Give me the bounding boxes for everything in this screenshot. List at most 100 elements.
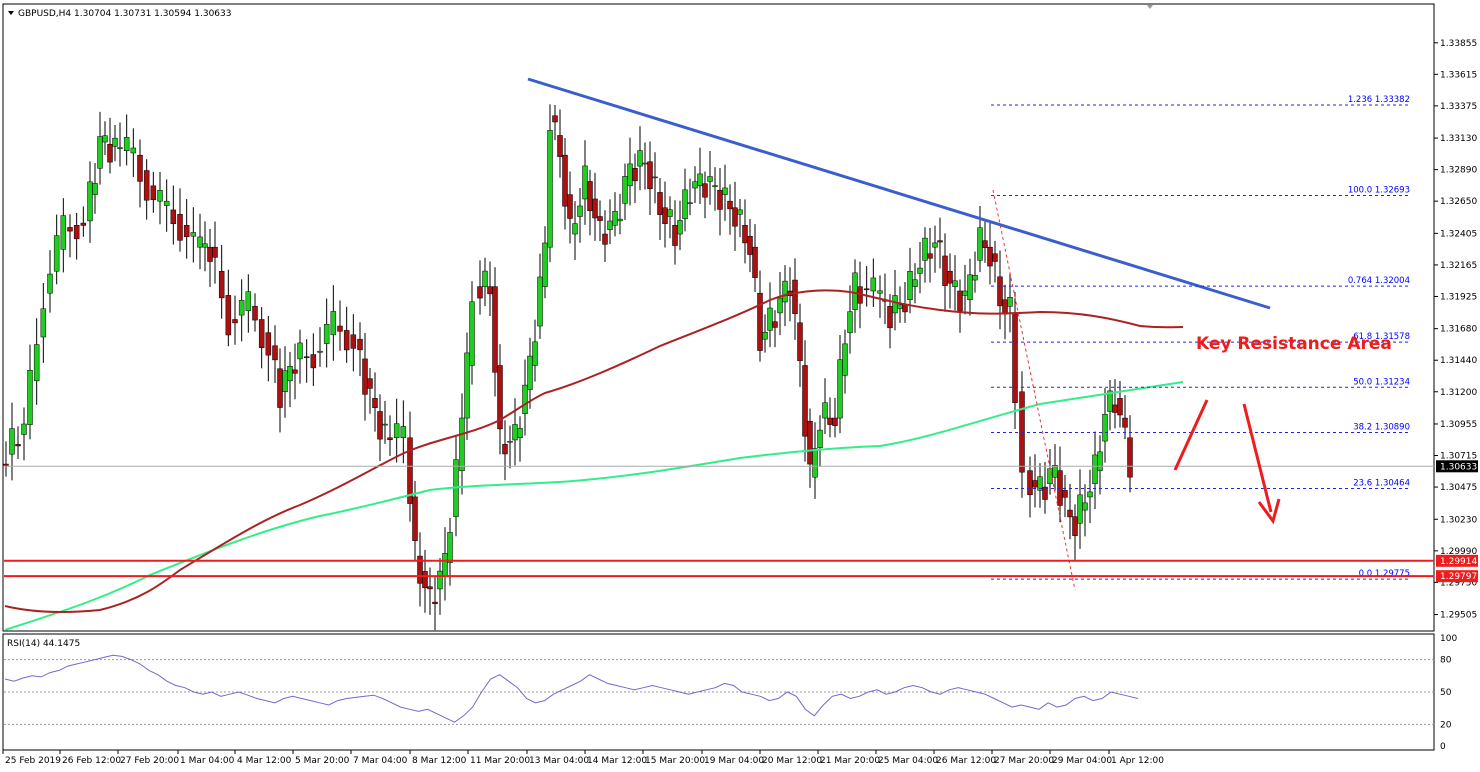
candle-body [532,341,538,366]
time-tick-label: 8 Mar 12:00 [412,756,467,766]
candle-body [697,173,703,187]
candle-body [150,185,157,201]
candle-body [47,273,53,294]
time-tick-label: 25 Feb 2019 [5,756,61,766]
time-tick-label: 1 Apr 12:00 [1111,756,1164,766]
candle-body [310,354,317,369]
price-tick-label: 1.29505 [1440,611,1477,621]
time-tick-label: 11 Mar 20:00 [470,756,530,766]
candle-body [442,553,448,577]
candle-body [137,154,143,182]
candle-body [802,365,808,437]
candle-body [143,170,150,201]
candle-body [962,290,968,296]
candle-body [807,421,813,465]
candle-body [492,286,498,373]
candle-body [517,428,523,439]
candle-body [92,183,98,195]
time-tick-label: 20 Mar 12:00 [762,756,822,766]
rsi-tick-label: 0 [1440,742,1446,752]
candle-body [577,205,583,217]
rsi-line [4,654,1139,723]
price-tick-label: 1.31680 [1440,325,1477,335]
moving-average-200 [4,381,1184,631]
candle-body [863,288,870,291]
candle-body [667,209,673,217]
candle-body [1112,404,1118,413]
price-pane-frame [2,3,1435,632]
rsi-levels: 80 50 20 0 100 [4,634,1457,752]
descending-trendline [527,77,1271,310]
candle-body [607,220,613,230]
candlesticks [3,104,1133,631]
candle-body [477,286,483,299]
chart-menu-triangle-icon[interactable] [8,11,14,15]
candle-body [225,295,232,336]
rsi-tick-label: 100 [1440,634,1457,644]
fibonacci-level-label: 1.236 1.33382 [1348,95,1410,105]
candle-body [218,271,225,299]
candle-body [1067,509,1073,518]
dropdown-marker-icon[interactable] [1147,5,1153,9]
candle-body [1062,490,1068,498]
candle-body [552,115,558,123]
fibonacci-level-label: 0.0 1.29775 [1359,569,1410,579]
arrow-down-head-icon [1257,498,1281,525]
candle-body [837,359,843,419]
current-price-label: 1.30633 [1436,460,1478,473]
candle-body [572,223,578,235]
candle-body [157,190,163,202]
candle-body [337,325,343,332]
fibonacci-level-label: 0.764 1.32004 [1348,276,1410,286]
candle-body [1087,491,1093,498]
candle-body [407,437,413,504]
support-levels: 1.29914 1.29797 [4,554,1478,583]
candle-body [377,411,383,440]
candle-body [792,279,798,314]
price-tick-label: 1.32650 [1440,197,1477,207]
time-tick-label: 5 Mar 20:00 [295,756,350,766]
fibonacci-baseline [992,189,1076,591]
rsi-tick-label: 50 [1440,688,1452,698]
candle-body [687,202,693,204]
candle-body [947,271,953,284]
candle-body [9,428,15,455]
candle-body [542,242,548,287]
candle-body [562,154,568,207]
price-tick-label: 1.31440 [1440,356,1477,366]
fibonacci-level-label: 50.0 1.31234 [1353,377,1410,387]
candle-body [977,227,983,261]
price-tick-label: 1.33855 [1440,39,1477,49]
candle-body [482,270,488,287]
candle-body [582,165,588,200]
chart-title: GBPUSD,H4 1.30704 1.30731 1.30594 1.3063… [18,9,231,19]
candle-body [282,370,288,393]
candle-body [15,444,21,447]
candle-body [469,301,475,366]
time-tick-label: 15 Mar 20:00 [645,756,705,766]
candle-body [357,338,363,351]
candle-body [60,215,67,250]
candle-body [737,209,743,215]
time-tick-label: 19 Mar 04:00 [704,756,764,766]
price-tick-label: 1.30955 [1440,420,1477,430]
price-tick-label: 1.30475 [1440,483,1477,493]
candle-body [447,532,453,563]
candle-body [772,321,778,328]
candle-body [937,240,943,243]
candle-body [917,267,923,274]
time-tick-label: 21 Mar 20:00 [820,756,880,766]
candle-body [997,276,1003,307]
candle-body [822,402,828,419]
candle-body [547,130,553,248]
candle-body [1082,502,1088,511]
key-resistance-annotation: Key Resistance Area [1196,334,1392,354]
candle-body [1127,437,1133,478]
fibonacci-level-label: 100.0 1.32693 [1348,186,1410,196]
time-tick-label: 27 Mar 20:00 [994,756,1054,766]
candle-body [652,176,658,179]
candle-body [212,246,218,258]
price-tick-label: 1.33130 [1440,134,1477,144]
rsi-tick-label: 80 [1440,656,1452,666]
